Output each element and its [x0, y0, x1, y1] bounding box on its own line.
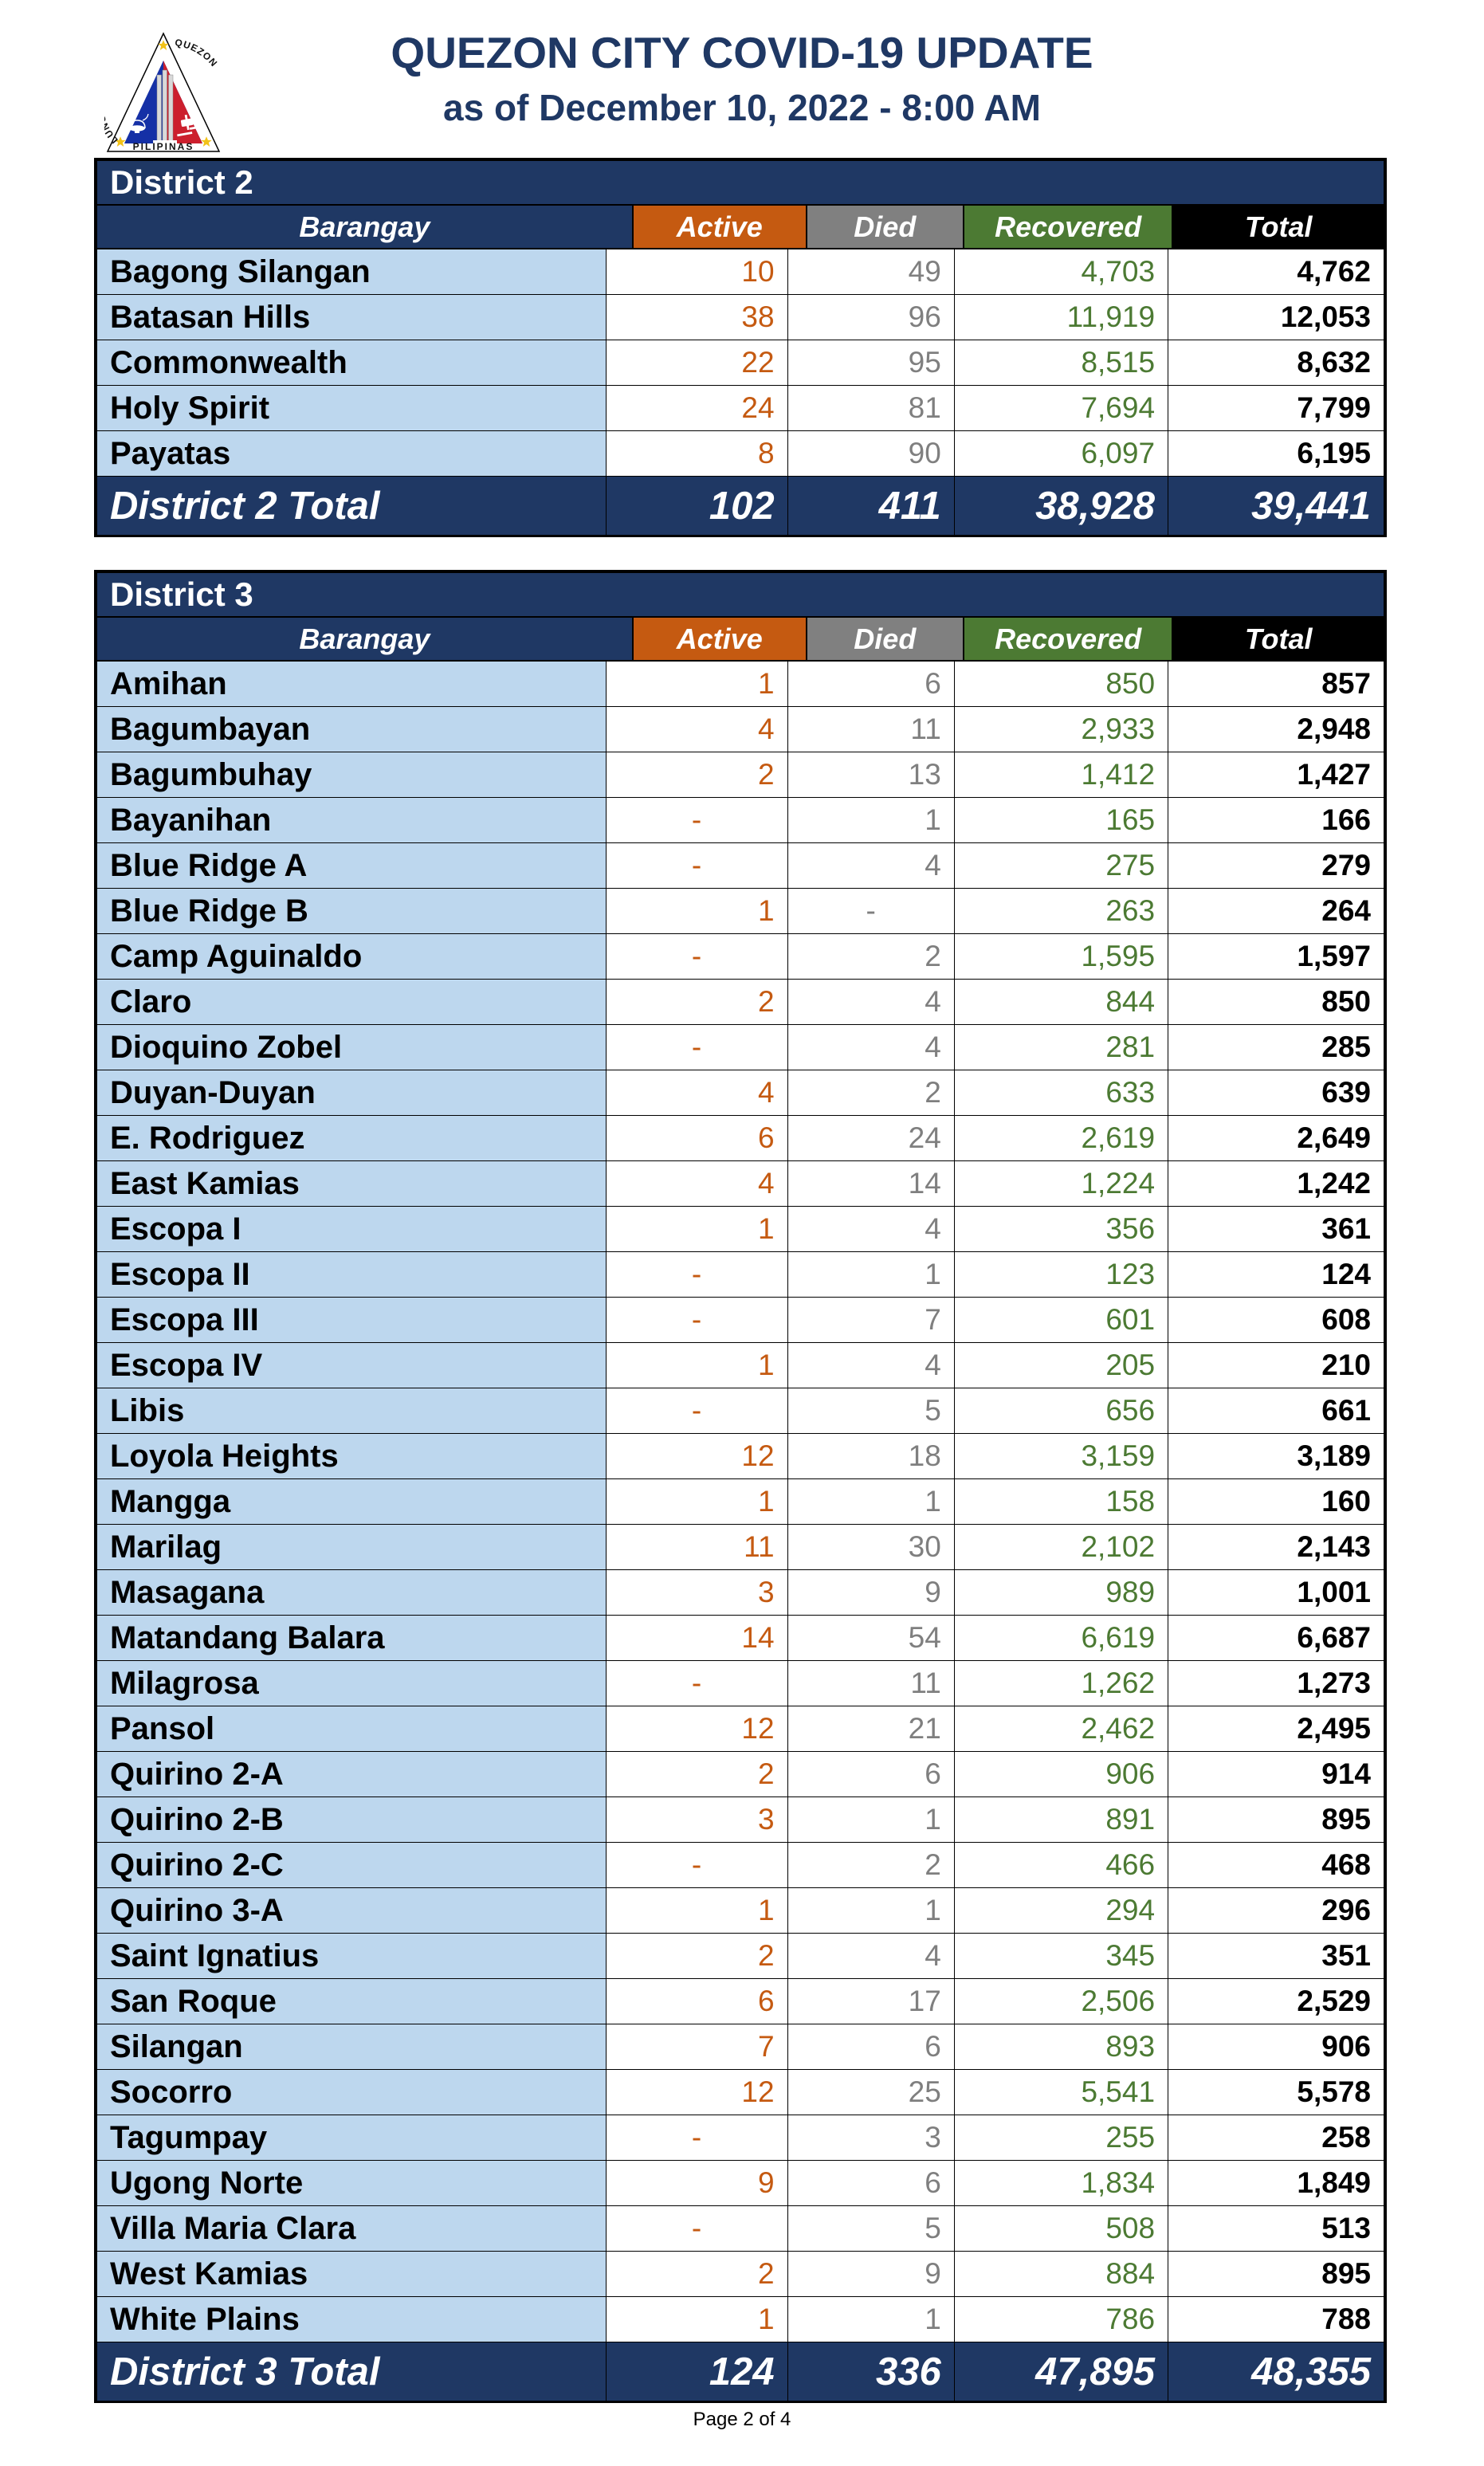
svg-text:LUNGSOD: LUNGSOD: [104, 89, 120, 145]
svg-text:PILIPINAS: PILIPINAS: [133, 141, 194, 152]
